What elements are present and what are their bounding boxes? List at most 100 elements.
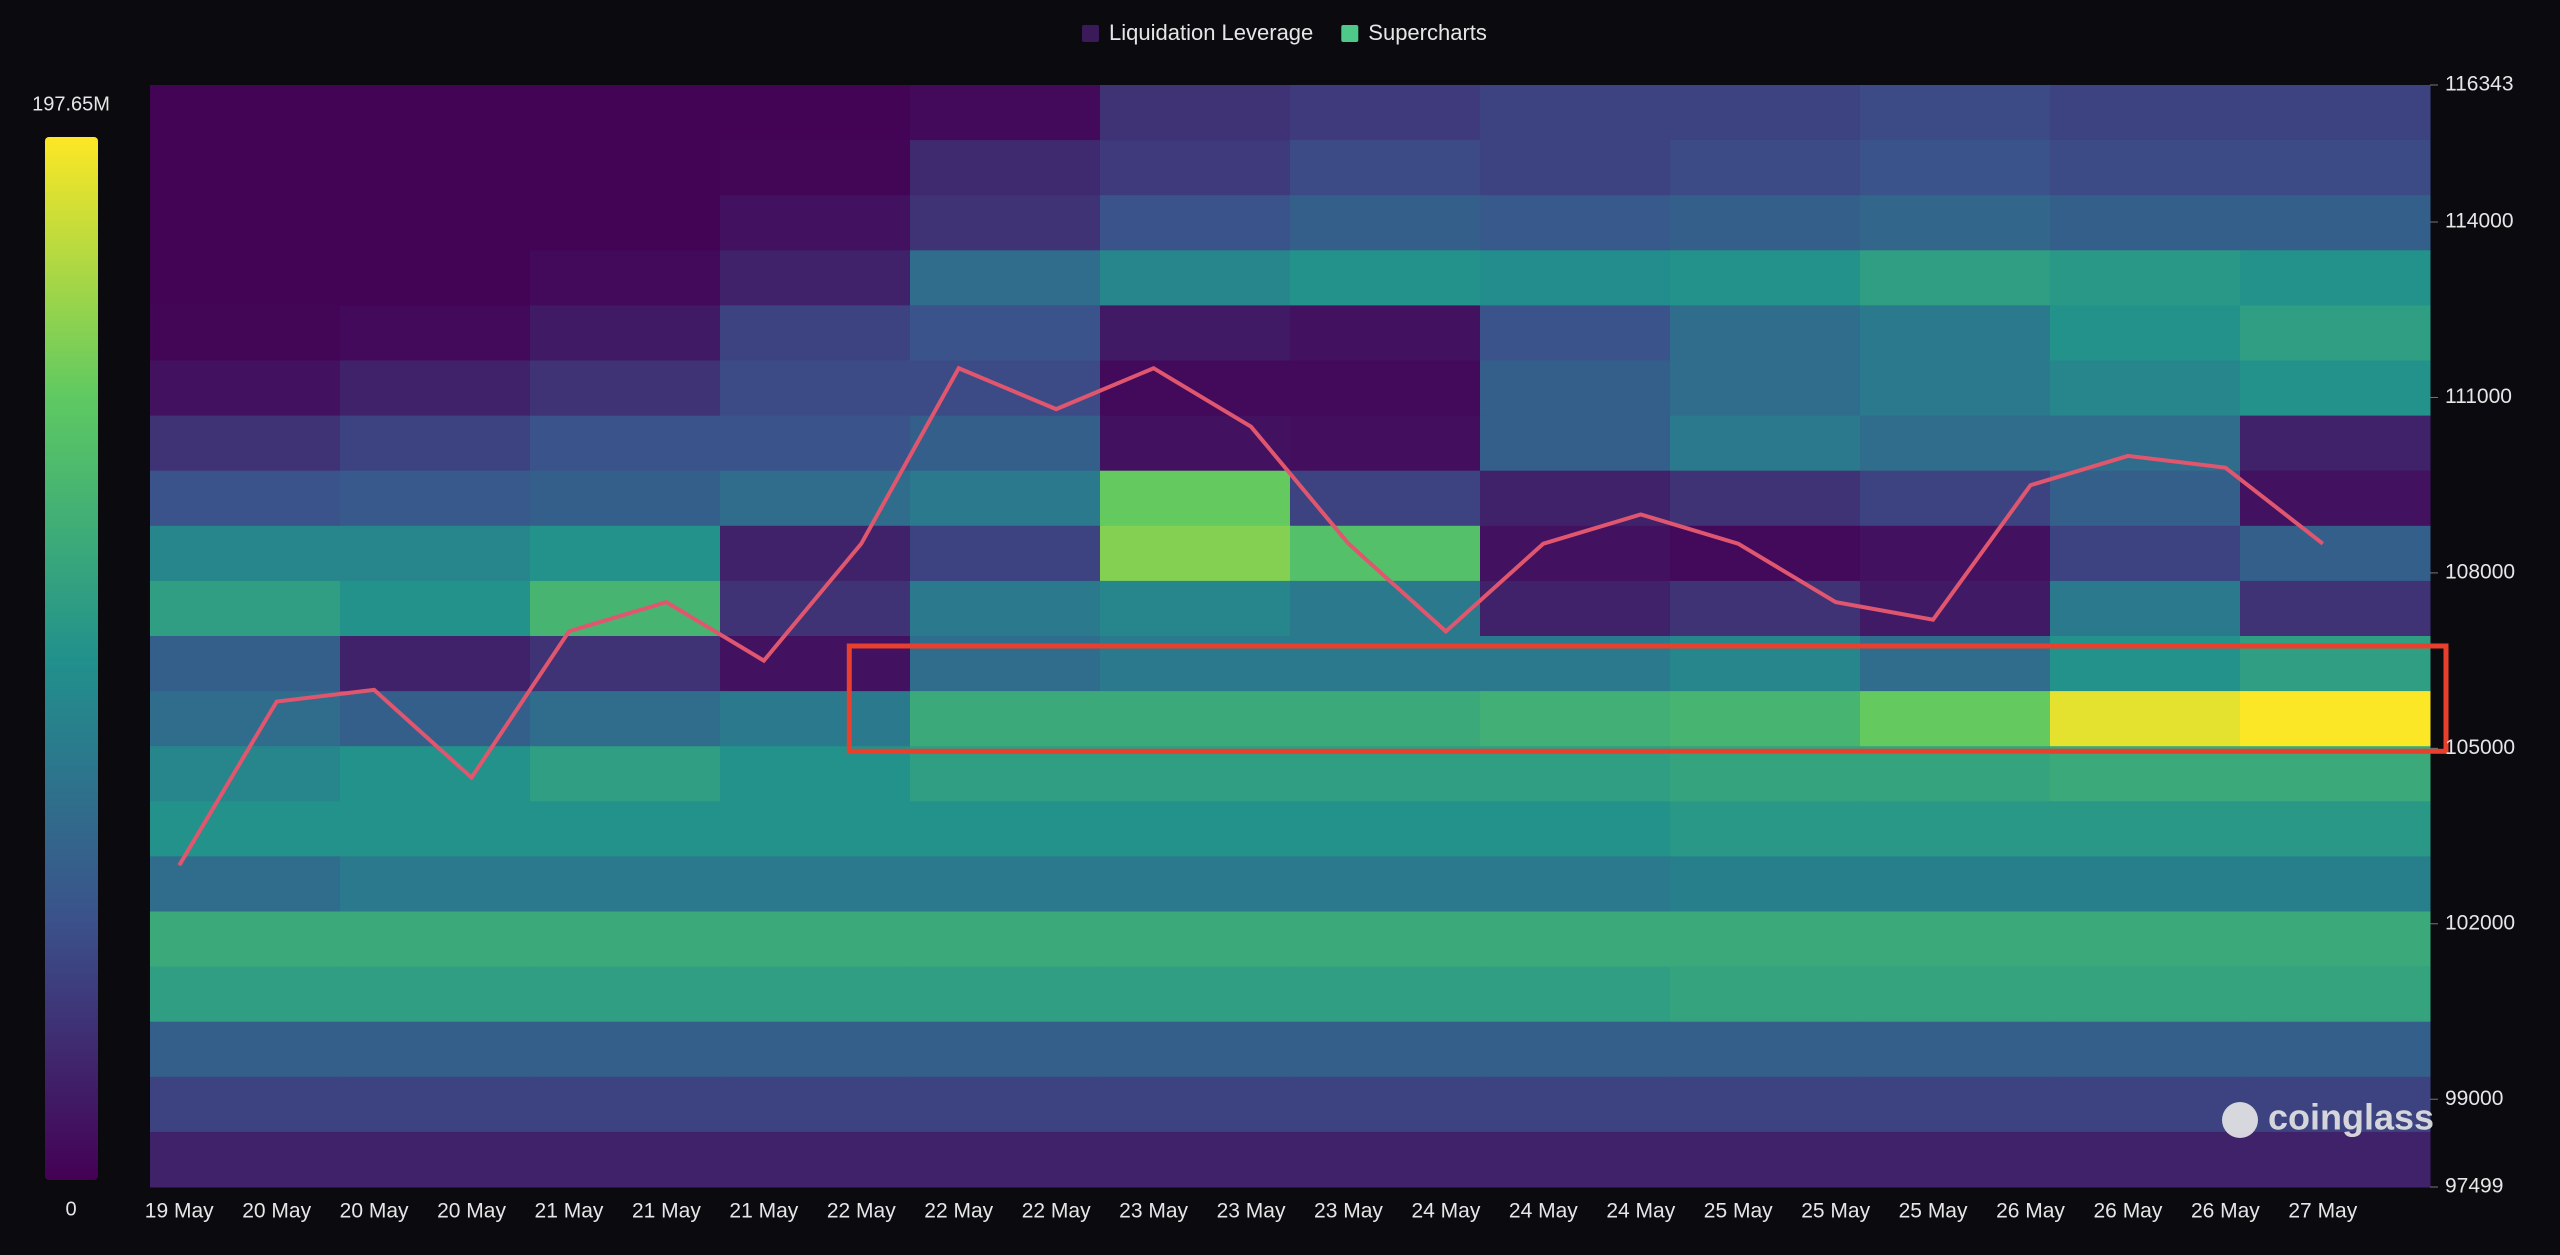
heat-cell bbox=[720, 691, 911, 747]
heat-cell bbox=[720, 360, 911, 417]
heat-cell bbox=[1860, 911, 2051, 968]
heat-cell bbox=[2240, 195, 2431, 251]
highlight-box bbox=[846, 643, 2449, 754]
heat-cell bbox=[530, 415, 721, 472]
heat-cell bbox=[150, 1131, 341, 1188]
heat-cell bbox=[1100, 580, 1291, 637]
heat-cell bbox=[1100, 85, 1291, 141]
heat-cell bbox=[2050, 966, 2241, 1023]
heat-cell bbox=[1480, 691, 1671, 747]
x-tick-label: 24 May bbox=[1411, 1200, 1480, 1223]
heat-cell bbox=[150, 415, 341, 472]
x-tick-label: 19 May bbox=[145, 1200, 214, 1223]
heat-cell bbox=[1860, 525, 2051, 582]
heat-cell bbox=[340, 636, 531, 692]
x-tick-label: 24 May bbox=[1509, 1200, 1578, 1223]
heat-cell bbox=[2050, 691, 2241, 747]
y-tick-label: 102000 bbox=[2445, 911, 2515, 934]
heat-cell bbox=[1100, 250, 1291, 306]
heat-cell bbox=[910, 1076, 1101, 1133]
heat-cell bbox=[1290, 415, 1481, 472]
x-tick-label: 22 May bbox=[827, 1200, 896, 1223]
heat-cell bbox=[150, 801, 341, 857]
heat-cell bbox=[1100, 691, 1291, 747]
y-tick-label: 114000 bbox=[2445, 210, 2514, 233]
heat-cell bbox=[340, 746, 531, 802]
heat-cell bbox=[2240, 691, 2431, 747]
heat-cell bbox=[340, 470, 531, 527]
heat-cell bbox=[2050, 305, 2241, 361]
heat-cell bbox=[150, 691, 341, 747]
heat-cell bbox=[910, 801, 1101, 857]
heat-cell bbox=[720, 525, 911, 582]
y-tick-label: 99000 bbox=[2445, 1087, 2503, 1110]
heat-cell bbox=[2050, 746, 2241, 802]
x-tick-label: 22 May bbox=[1022, 1200, 1091, 1223]
heat-cell bbox=[1100, 966, 1291, 1023]
heat-cell bbox=[1100, 856, 1291, 912]
heat-cell bbox=[340, 856, 531, 912]
heat-cell bbox=[1480, 746, 1671, 802]
heat-cell bbox=[530, 1076, 721, 1133]
heat-cell bbox=[2240, 525, 2431, 582]
heat-cell bbox=[530, 580, 721, 637]
heat-cell bbox=[910, 966, 1101, 1023]
heat-cell bbox=[1290, 746, 1481, 802]
heat-cell bbox=[1670, 691, 1861, 747]
heat-cell bbox=[340, 195, 531, 251]
heat-cell bbox=[720, 85, 911, 141]
heat-cell bbox=[2240, 140, 2431, 196]
heat-cell bbox=[1480, 1021, 1671, 1078]
heat-cell bbox=[1480, 801, 1671, 857]
heat-cell bbox=[340, 85, 531, 141]
x-tick-label: 25 May bbox=[1899, 1200, 1968, 1223]
heat-cell bbox=[150, 856, 341, 912]
heat-cell bbox=[530, 305, 721, 361]
heat-cell bbox=[1100, 360, 1291, 417]
heat-cell bbox=[1290, 911, 1481, 968]
heat-cell bbox=[1100, 801, 1291, 857]
heat-cell bbox=[530, 195, 721, 251]
x-tick-label: 27 May bbox=[2288, 1200, 2357, 1223]
heat-cell bbox=[1480, 140, 1671, 196]
heat-cell bbox=[150, 525, 341, 582]
heat-cell bbox=[1670, 415, 1861, 472]
heat-cell bbox=[720, 911, 911, 968]
heat-cell bbox=[1670, 470, 1861, 527]
heat-cell bbox=[2240, 305, 2431, 361]
colorbar bbox=[45, 137, 98, 1180]
heat-cell bbox=[340, 580, 531, 637]
heat-cell bbox=[1480, 195, 1671, 251]
watermark: coinglass bbox=[2268, 1097, 2434, 1138]
heat-cell bbox=[910, 856, 1101, 912]
heat-cell bbox=[340, 801, 531, 857]
heatmap bbox=[150, 85, 2431, 1188]
heat-cell bbox=[2050, 525, 2241, 582]
y-tick-label: 97499 bbox=[2445, 1175, 2503, 1198]
heat-cell bbox=[720, 1131, 911, 1188]
heat-cell bbox=[2240, 1131, 2431, 1188]
legend-label: Liquidation Leverage bbox=[1109, 20, 1313, 45]
heat-cell bbox=[720, 580, 911, 637]
heat-cell bbox=[150, 360, 341, 417]
x-tick-label: 20 May bbox=[340, 1200, 409, 1223]
heat-cell bbox=[530, 1131, 721, 1188]
heat-cell bbox=[530, 966, 721, 1023]
heat-cell bbox=[1860, 195, 2051, 251]
heat-cell bbox=[1860, 691, 2051, 747]
heat-cell bbox=[150, 85, 341, 141]
x-tick-label: 21 May bbox=[632, 1200, 701, 1223]
heat-cell bbox=[2240, 85, 2431, 141]
heat-cell bbox=[1100, 470, 1291, 527]
heat-cell bbox=[1860, 1076, 2051, 1133]
heat-cell bbox=[1290, 1021, 1481, 1078]
heat-cell bbox=[2240, 415, 2431, 472]
watermark-icon bbox=[2222, 1102, 2258, 1138]
heat-cell bbox=[530, 360, 721, 417]
y-tick-label: 116343 bbox=[2445, 73, 2514, 96]
heat-cell bbox=[150, 966, 341, 1023]
heat-cell bbox=[1290, 801, 1481, 857]
heat-cell bbox=[1480, 85, 1671, 141]
heat-cell bbox=[2050, 1076, 2241, 1133]
heat-cell bbox=[1480, 305, 1671, 361]
